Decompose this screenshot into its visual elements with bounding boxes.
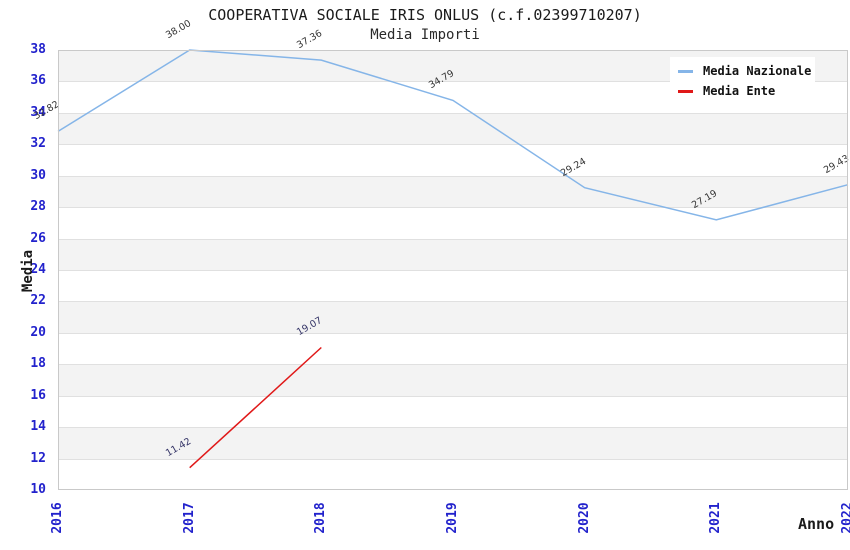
- x-tick-2017: 2017: [181, 502, 197, 534]
- gridline: [58, 332, 848, 334]
- y-tick-10: 10: [30, 482, 46, 497]
- grid-band: [58, 427, 848, 459]
- y-tick-30: 30: [30, 167, 46, 183]
- chart-title: COOPERATIVA SOCIALE IRIS ONLUS (c.f.0239…: [208, 6, 642, 24]
- grid-band: [58, 301, 848, 333]
- gridline: [58, 175, 848, 177]
- x-axis-title: Anno: [798, 515, 835, 533]
- gridline: [58, 238, 848, 240]
- y-tick-26: 26: [30, 230, 46, 246]
- plot-area: 32.82 38.00 37.36 34.79 29.24 27.19 29.43 11.42…: [32, 18, 850, 490]
- y-tick-12: 12: [30, 450, 46, 466]
- y-axis-title: Media: [20, 249, 36, 293]
- x-tick-2022: 2022: [840, 502, 850, 534]
- gridline: [58, 301, 848, 303]
- line-media-ente: [189, 346, 322, 469]
- media-ente-line-swatch-icon: [678, 89, 693, 93]
- gridline: [58, 112, 848, 114]
- gridline: [58, 81, 848, 83]
- y-tick-20: 20: [30, 324, 46, 340]
- y-tick-34: 34: [30, 104, 46, 120]
- gridline: [58, 364, 848, 366]
- gridline: [58, 144, 848, 146]
- grid-band: [58, 332, 848, 365]
- grid-band: [58, 364, 848, 396]
- gridline: [58, 458, 848, 460]
- y-tick-22: 22: [30, 293, 46, 309]
- legend: Media Nazionale Media Ente: [670, 57, 815, 105]
- x-tick-2018: 2018: [313, 502, 329, 534]
- grid-band: [58, 458, 848, 490]
- y-tick-32: 32: [30, 136, 46, 152]
- legend-item-media-nazionale: Media Nazionale: [678, 61, 812, 81]
- y-tick-18: 18: [30, 356, 46, 372]
- grid-band: [58, 395, 848, 428]
- legend-item-media-ente: Media Ente: [678, 81, 809, 101]
- grid-band: [58, 207, 848, 239]
- y-tick-14: 14: [30, 419, 46, 435]
- y-tick-38: 38: [30, 42, 46, 57]
- grid-band: [58, 144, 848, 176]
- media-nazionale-line-swatch-icon: [678, 69, 693, 73]
- grid-band: [58, 270, 848, 302]
- chart-subtitle: Media Importi: [370, 27, 480, 43]
- gridline: [58, 270, 848, 271]
- x-tick-2020: 2020: [576, 502, 592, 534]
- x-tick-2021: 2021: [708, 502, 724, 534]
- y-tick-16: 16: [30, 387, 46, 403]
- y-tick-24: 24: [30, 262, 46, 277]
- y-tick-28: 28: [30, 199, 46, 215]
- gridline: [58, 207, 848, 209]
- y-tick-36: 36: [30, 73, 46, 89]
- legend-label-media-ente: Media Ente: [703, 84, 776, 98]
- grid-band: [58, 175, 848, 208]
- series-lines: [57, 49, 849, 469]
- gridline: [58, 395, 848, 397]
- gridline: [58, 427, 848, 429]
- grid-band: [58, 238, 848, 270]
- grid-band: [58, 112, 848, 145]
- x-tick-2019: 2019: [445, 502, 460, 534]
- legend-label-media-nazionale: Media Nazionale: [703, 64, 812, 78]
- x-tick-2016: 2016: [50, 502, 65, 534]
